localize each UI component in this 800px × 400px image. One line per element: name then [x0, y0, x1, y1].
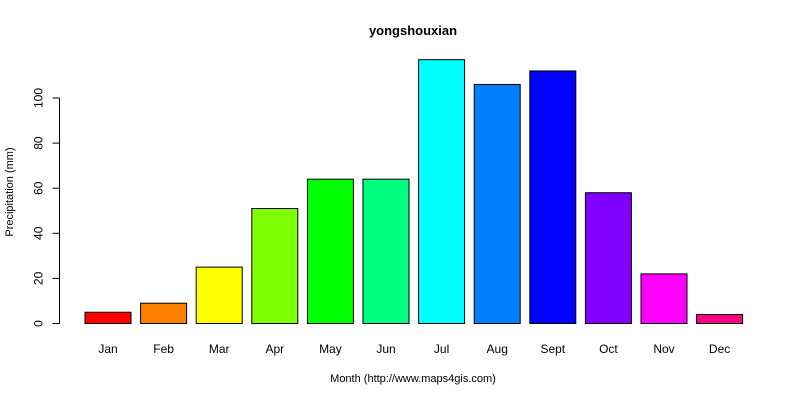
- y-tick-label: 100: [32, 88, 46, 108]
- x-tick-label: Apr: [265, 342, 284, 356]
- bar-oct: [584, 192, 632, 324]
- y-tick-label: 60: [32, 181, 46, 195]
- y-tick-label: 0: [32, 320, 46, 327]
- bar-nov: [640, 273, 688, 325]
- y-tick-label: 40: [32, 226, 46, 240]
- bar-jan: [84, 311, 132, 325]
- chart-title: yongshouxian: [369, 23, 457, 38]
- x-tick-label: Oct: [599, 342, 618, 356]
- x-tick-label: Jan: [98, 342, 117, 356]
- y-axis-title: Precipitation (mm): [4, 147, 16, 236]
- x-tick-label: Mar: [209, 342, 230, 356]
- x-tick-label: Aug: [487, 342, 508, 356]
- bar-mar: [195, 266, 243, 324]
- x-tick-label: Jun: [376, 342, 395, 356]
- bar-apr: [251, 207, 299, 324]
- bar-feb: [140, 302, 188, 324]
- y-tick-label: 80: [32, 136, 46, 150]
- x-axis-title: Month (http://www.maps4gis.com): [330, 373, 496, 385]
- x-tick-label: May: [319, 342, 342, 356]
- x-tick-label: Dec: [709, 342, 730, 356]
- bar-sept: [529, 70, 577, 324]
- x-axis-labels: Jan Feb Mar Apr May Jun Jul Aug Sept Oct Nov Dec: [98, 342, 730, 356]
- bar-jul: [418, 59, 466, 324]
- x-tick-label: Sept: [540, 342, 565, 356]
- x-tick-label: Feb: [153, 342, 174, 356]
- y-tick-label: 20: [32, 271, 46, 285]
- bar-jun: [362, 178, 410, 324]
- bar-aug: [473, 83, 521, 324]
- y-axis: 0 20 40 60 80 100: [32, 88, 60, 327]
- x-tick-label: Nov: [653, 342, 674, 356]
- bars-group: [84, 59, 744, 325]
- x-tick-label: Jul: [434, 342, 449, 356]
- bar-may: [306, 178, 354, 324]
- bar-dec: [696, 313, 744, 325]
